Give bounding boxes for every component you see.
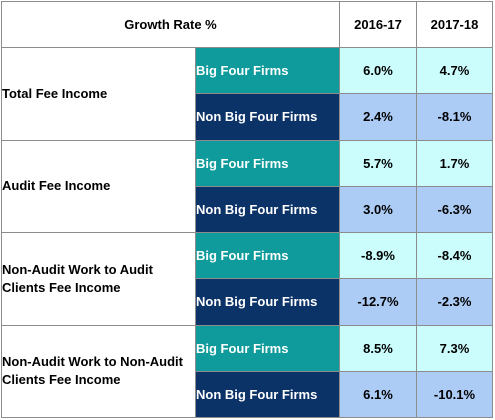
big-four-firms-label: Big Four Firms — [195, 231, 340, 280]
table-row: Non-Audit Work to Audit Clients Fee Inco… — [1, 231, 493, 326]
value-cell-2017-18: 7.3% — [416, 324, 493, 372]
value-cell-2016-17: -12.7% — [339, 278, 417, 326]
table-row: Non Big Four Firms -12.7% -2.3% — [2, 278, 493, 326]
corner-header: Growth Rate % — [1, 1, 340, 48]
value-cell-2017-18: -10.1% — [416, 370, 493, 419]
value-cell-2017-18: 1.7% — [416, 139, 493, 187]
value-cell-2016-17: 2.4% — [339, 93, 417, 141]
value-cell-2017-18: -8.4% — [416, 231, 493, 280]
value-cell-2016-17: 6.0% — [339, 46, 417, 95]
table-row: Non-Audit Work to Non-Audit Clients Fee … — [1, 324, 493, 418]
table-body: Total Fee Income Big Four Firms 6.0% 4.7% No… — [1, 46, 493, 419]
table-row: Total Fee Income Big Four Firms 6.0% 4.7% — [1, 46, 493, 141]
value-cell-2016-17: 5.7% — [339, 139, 417, 187]
big-four-firms-label: Big Four Firms — [195, 46, 340, 95]
non-big-four-firms-label: Non Big Four Firms — [195, 185, 340, 234]
category-label: Non-Audit Work to Non-Audit Clients Fee … — [1, 324, 196, 418]
category-label: Audit Fee Income — [1, 139, 196, 233]
big-four-firms-label: Big Four Firms — [195, 324, 340, 372]
table-row: Non Big Four Firms 6.1% -10.1% — [2, 370, 493, 419]
value-cell-2017-18: 4.7% — [416, 46, 493, 95]
non-big-four-firms-label: Non Big Four Firms — [195, 93, 340, 141]
column-header-year-2: 2017-18 — [416, 1, 493, 48]
table-row: Non Big Four Firms 2.4% -8.1% — [2, 93, 493, 141]
table-row: Non Big Four Firms 3.0% -6.3% — [2, 185, 493, 234]
value-cell-2016-17: -8.9% — [339, 231, 417, 280]
value-cell-2017-18: -6.3% — [416, 185, 493, 234]
category-label: Non-Audit Work to Audit Clients Fee Inco… — [1, 232, 196, 326]
non-big-four-firms-label: Non Big Four Firms — [195, 370, 340, 419]
value-cell-2017-18: -2.3% — [416, 278, 493, 326]
value-cell-2017-18: -8.1% — [416, 93, 493, 141]
header-row: Growth Rate % 2016-17 2017-18 — [1, 1, 493, 48]
column-header-year-1: 2016-17 — [339, 1, 417, 48]
value-cell-2016-17: 3.0% — [339, 185, 417, 234]
value-cell-2016-17: 6.1% — [339, 370, 417, 419]
table-row: Audit Fee Income Big Four Firms 5.7% 1.7% — [1, 139, 493, 233]
category-label: Total Fee Income — [1, 47, 196, 141]
big-four-firms-label: Big Four Firms — [195, 139, 340, 187]
non-big-four-firms-label: Non Big Four Firms — [195, 278, 340, 326]
value-cell-2016-17: 8.5% — [339, 324, 417, 372]
